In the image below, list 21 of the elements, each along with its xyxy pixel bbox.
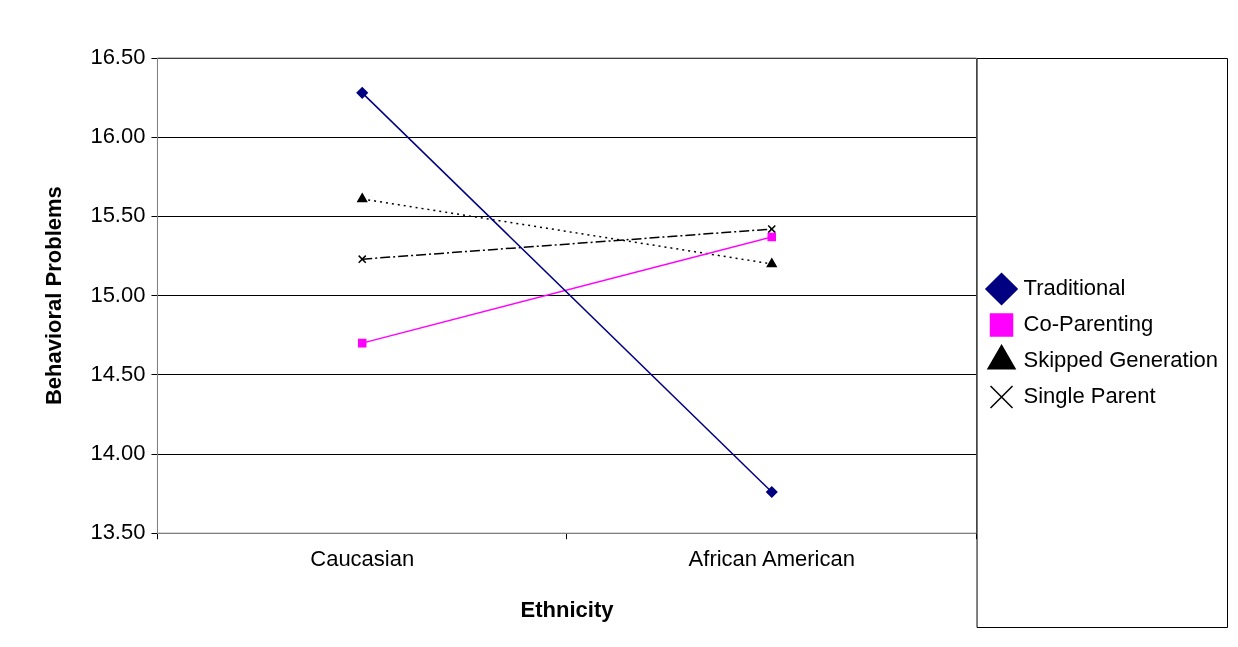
y-tick-label: 16.50 bbox=[90, 44, 146, 70]
point bbox=[357, 254, 367, 264]
legend-label: Skipped Generation bbox=[1023, 347, 1218, 373]
y-axis-title: Behavioral Problems bbox=[41, 186, 67, 406]
x-tick-label: Caucasian bbox=[310, 546, 415, 572]
y-tick-label: 13.50 bbox=[90, 519, 146, 545]
y-tick-label: 16.00 bbox=[90, 123, 146, 149]
legend-label: Traditional bbox=[1023, 275, 1126, 301]
legend-label: Co-Parenting bbox=[1023, 311, 1154, 337]
x-axis-title: Ethnicity bbox=[520, 596, 615, 622]
x-tick-label: African American bbox=[688, 546, 855, 572]
point bbox=[356, 87, 368, 99]
point bbox=[766, 486, 778, 498]
y-tick-label: 15.50 bbox=[90, 202, 146, 228]
point bbox=[357, 338, 367, 348]
point bbox=[767, 224, 777, 234]
y-tick-label: 14.00 bbox=[90, 440, 146, 466]
point bbox=[767, 232, 777, 242]
y-tick-label: 15.00 bbox=[90, 281, 146, 307]
legend-label: Single Parent bbox=[1023, 383, 1156, 409]
y-tick-label: 14.50 bbox=[90, 360, 146, 386]
